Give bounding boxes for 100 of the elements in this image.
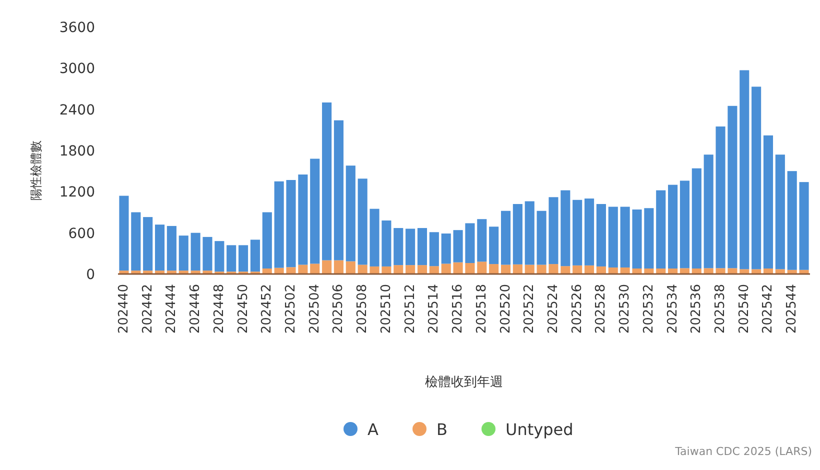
bar [334, 260, 344, 274]
x-tick-label: 202540 [736, 284, 752, 334]
bar [799, 182, 809, 270]
bar [489, 226, 499, 264]
x-tick-label: 202522 [522, 284, 538, 334]
bar [512, 264, 522, 274]
bar [489, 264, 499, 274]
bar [453, 230, 463, 262]
bar [752, 86, 762, 270]
x-tick-label: 202450 [236, 284, 251, 334]
bar [406, 228, 416, 266]
bar [334, 120, 344, 260]
bar [441, 264, 451, 274]
y-tick-label: 2400 [59, 102, 95, 118]
bar [214, 241, 224, 272]
bar [417, 265, 428, 274]
bar [382, 220, 392, 266]
bar [560, 266, 570, 274]
bar [429, 266, 439, 274]
bar [226, 245, 236, 272]
bar [620, 267, 630, 274]
x-tick-label: 202526 [570, 284, 585, 334]
y-tick-label: 600 [68, 226, 95, 242]
bar [536, 210, 546, 265]
bar [560, 190, 570, 266]
bar [298, 264, 308, 274]
x-tick-label: 202442 [140, 284, 156, 334]
bar [536, 264, 546, 274]
y-tick-label: 1200 [59, 184, 95, 201]
bar [644, 268, 654, 274]
bar [596, 266, 606, 274]
x-tick-label: 202452 [260, 284, 275, 334]
bar [250, 240, 260, 272]
bar [524, 264, 534, 274]
bar [704, 154, 714, 268]
bar [202, 236, 212, 271]
x-tick-label: 202440 [116, 284, 132, 334]
bar [358, 178, 368, 265]
x-tick-label: 202542 [760, 284, 776, 334]
x-tick-label: 202524 [546, 284, 561, 334]
bar [417, 228, 428, 266]
bar [716, 268, 726, 274]
bar [298, 174, 308, 265]
bar [524, 201, 534, 265]
x-tick-label: 202532 [641, 284, 656, 334]
x-tick-label: 202518 [474, 284, 490, 334]
bar [668, 184, 678, 269]
legend-label: A [368, 420, 378, 439]
bar [406, 265, 416, 274]
bar [584, 198, 594, 266]
y-axis-title: 陽性檢體數 [29, 140, 43, 200]
bar [775, 269, 785, 274]
bar [632, 268, 642, 274]
x-tick-label: 202448 [212, 284, 227, 334]
bar [763, 268, 774, 274]
bar [190, 232, 200, 271]
y-tick-label: 3000 [59, 61, 95, 78]
bar [119, 196, 129, 271]
bar [787, 171, 797, 270]
bar [143, 217, 153, 271]
bar [512, 204, 522, 264]
bar [286, 180, 296, 268]
bar [763, 135, 774, 269]
bar [728, 268, 738, 274]
x-tick-label: 202528 [594, 284, 609, 334]
x-tick-label: 202502 [284, 284, 298, 334]
y-tick-label: 1800 [59, 144, 95, 160]
x-tick-label: 202530 [618, 284, 633, 334]
bar [704, 268, 714, 274]
bar [632, 210, 642, 269]
bar [166, 226, 176, 271]
x-tick-label: 202536 [689, 284, 704, 334]
bar [310, 158, 320, 264]
bar [358, 264, 368, 274]
bar [154, 224, 165, 271]
bar [262, 268, 272, 274]
x-tick-label: 202508 [355, 284, 370, 334]
x-tick-label: 202514 [426, 284, 442, 334]
bar [202, 270, 212, 274]
bar [548, 264, 558, 274]
bar [453, 262, 463, 274]
bar [394, 228, 404, 266]
bar [429, 232, 439, 266]
bar [644, 208, 654, 269]
bar [322, 260, 332, 274]
bar [370, 266, 380, 274]
bar [262, 212, 272, 269]
bar [346, 261, 356, 274]
bar [131, 212, 141, 271]
bar [548, 197, 558, 264]
bar [608, 206, 618, 268]
bar [370, 208, 380, 266]
bar [584, 265, 594, 274]
bar [441, 234, 451, 264]
bar [238, 245, 248, 272]
x-tick-label: 202444 [164, 284, 180, 334]
bar [394, 265, 404, 274]
bar [477, 219, 487, 262]
x-tick-label: 202506 [331, 284, 346, 334]
x-tick-label: 202544 [784, 284, 800, 334]
